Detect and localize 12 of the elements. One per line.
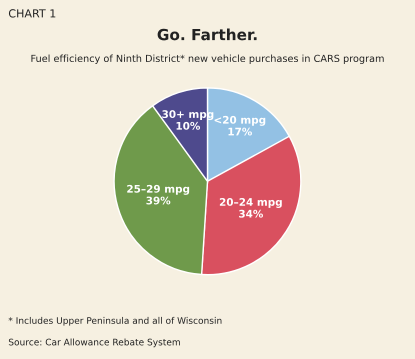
source-note: Source: Car Allowance Rebate System [8, 338, 180, 348]
caption: CHART 1 [8, 9, 56, 18]
chart-subtitle: Fuel efficiency of Ninth District* new vehicle purchases in CARS program [31, 54, 384, 64]
data-label: 39% [146, 196, 170, 204]
data-label: 17% [228, 128, 252, 136]
data-label: 10% [176, 122, 200, 130]
text: * Includes Upper Peninsula and all of Wisconsin [8, 316, 222, 326]
slice-label: 25–29 mpg [127, 184, 190, 195]
slice-label: <20 mpg [214, 116, 266, 126]
slice-label: 20–24 mpg [220, 198, 282, 208]
data-label: 34% [239, 210, 263, 218]
chart-title: Go. Farther. [158, 28, 257, 40]
